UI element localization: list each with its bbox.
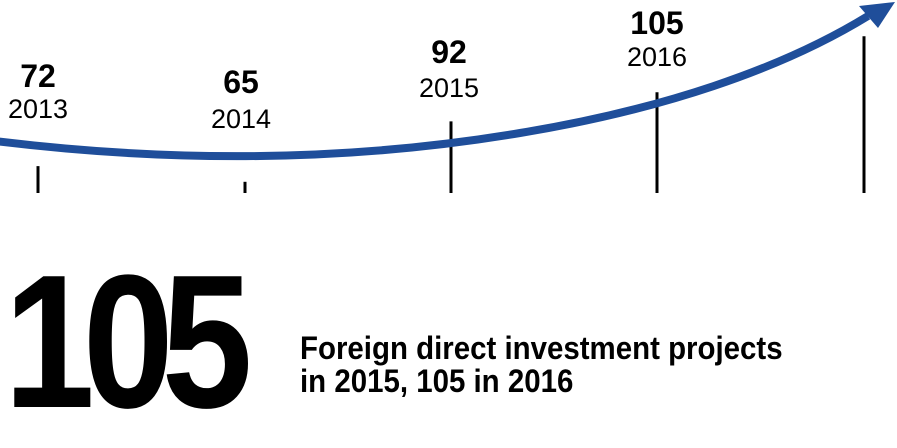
caption-line-1: Foreign direct investment projects (300, 330, 783, 366)
category-label-2016: 2016 (627, 42, 687, 72)
trend-arrow-curve (0, 12, 871, 161)
value-label-2016: 105 (630, 5, 683, 41)
headline-caption: Foreign direct investment projects in 20… (300, 332, 783, 398)
caption-line-2: in 2015, 105 in 2016 (300, 363, 574, 399)
trend-arrow-head (859, 2, 895, 28)
trend-arrow-layer (0, 2, 895, 161)
headline-number: 105 (4, 236, 253, 448)
category-label-2013: 2013 (8, 94, 68, 124)
category-label-2015: 2015 (419, 73, 479, 103)
value-label-2015: 92 (431, 34, 467, 70)
bars-layer (36, 36, 866, 193)
category-label-2014: 2014 (211, 104, 271, 134)
value-label-2014: 65 (223, 64, 259, 100)
value-label-2013: 72 (20, 58, 56, 94)
